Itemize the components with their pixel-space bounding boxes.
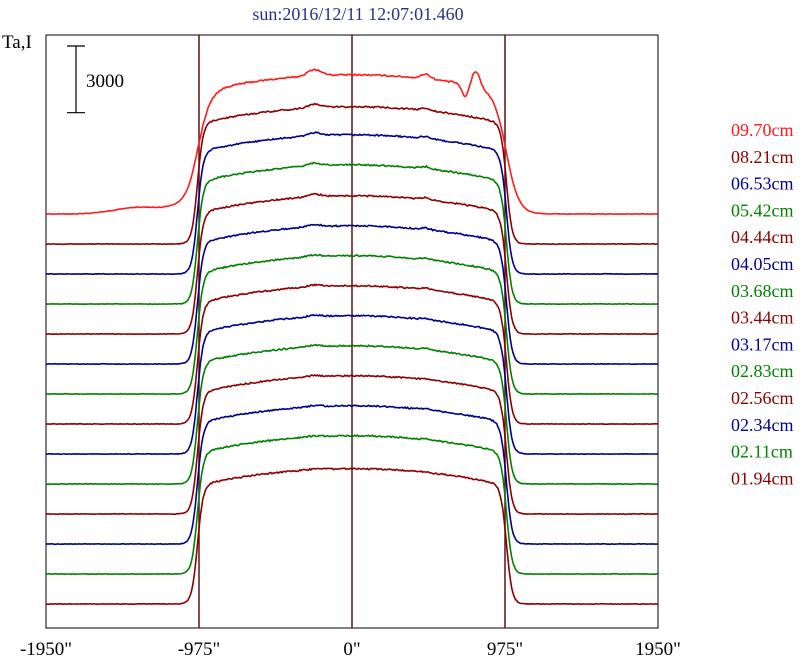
series-line bbox=[45, 467, 658, 606]
legend-entry: 03.44cm bbox=[731, 308, 794, 328]
series-line bbox=[45, 102, 658, 246]
series-line bbox=[45, 131, 658, 276]
scale-bar: 3000 bbox=[67, 45, 124, 114]
scale-bar-label: 3000 bbox=[86, 71, 124, 92]
series-line bbox=[45, 192, 658, 336]
legend: 09.70cm 08.21cm 06.53cm 05.42cm 04.44cm 04.05… bbox=[731, 120, 794, 488]
series-line bbox=[45, 343, 658, 486]
legend-entry: 02.34cm bbox=[731, 415, 794, 435]
series-line bbox=[45, 223, 658, 366]
x-tick-label: 1950" bbox=[635, 639, 681, 660]
series-line bbox=[45, 68, 658, 216]
x-tick-label: 0" bbox=[343, 639, 360, 660]
series-line bbox=[45, 434, 658, 576]
chart-title: sun:2016/12/11 12:07:01.460 bbox=[252, 4, 463, 24]
y-axis-label: Ta,I bbox=[2, 32, 32, 53]
vertical-reference-lines bbox=[198, 35, 506, 628]
x-tick-label: 975" bbox=[487, 639, 523, 660]
legend-entry: 02.11cm bbox=[731, 442, 793, 462]
legend-entry: 01.94cm bbox=[731, 468, 794, 488]
series-curves bbox=[45, 68, 658, 606]
series-line bbox=[45, 161, 658, 306]
x-axis-ticks: -1950" -975" 0" 975" 1950" bbox=[20, 639, 681, 660]
legend-entry: 03.17cm bbox=[731, 334, 794, 354]
legend-entry: 02.56cm bbox=[731, 388, 794, 408]
series-line bbox=[45, 313, 658, 456]
series-line bbox=[45, 253, 658, 396]
legend-entry: 09.70cm bbox=[731, 120, 794, 140]
legend-entry: 06.53cm bbox=[731, 174, 794, 194]
series-line bbox=[45, 283, 658, 426]
x-tick-label: -1950" bbox=[20, 639, 72, 660]
legend-entry: 08.21cm bbox=[731, 147, 794, 167]
legend-entry: 04.44cm bbox=[731, 227, 794, 247]
legend-entry: 03.68cm bbox=[731, 281, 794, 301]
legend-entry: 05.42cm bbox=[731, 200, 794, 220]
legend-entry: 02.83cm bbox=[731, 361, 794, 381]
x-tick-label: -975" bbox=[178, 639, 221, 660]
legend-entry: 04.05cm bbox=[731, 254, 794, 274]
series-line bbox=[45, 404, 658, 546]
series-line bbox=[45, 374, 658, 516]
